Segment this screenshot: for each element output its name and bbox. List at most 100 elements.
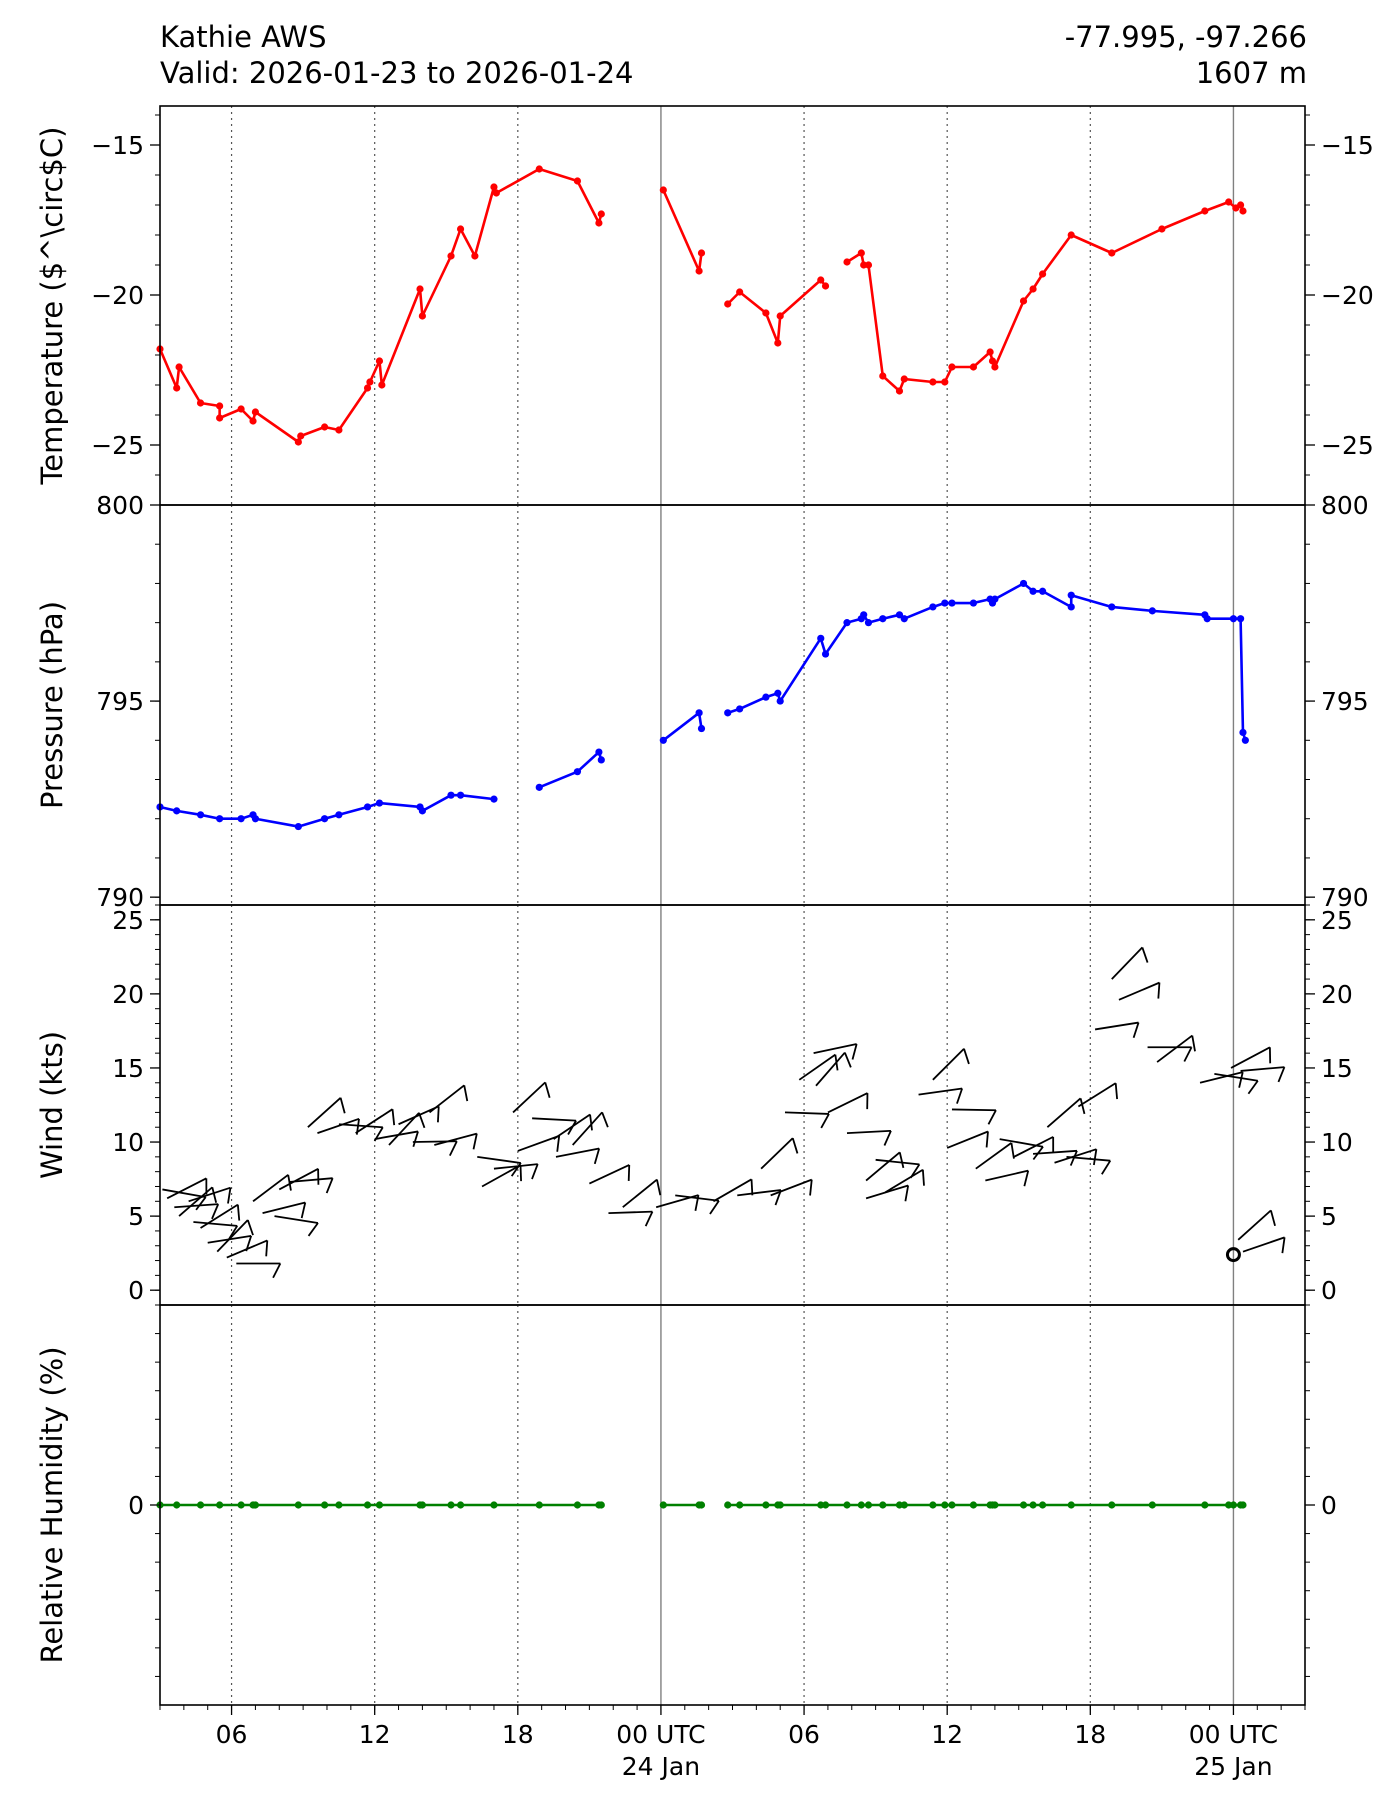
y-tick-label: 795 [96,687,144,716]
data-point [378,381,386,389]
data-point [573,1501,582,1509]
y-tick-label: 0 [1321,1276,1337,1305]
data-point [864,1501,873,1509]
wind-barb [1013,1136,1055,1158]
y-tick-label: −15 [1321,131,1374,160]
data-point [991,595,999,603]
x-tick-label: 18 [1074,1720,1106,1749]
data-point [948,1501,956,1509]
x-tick-label-date: 24 Jan [622,1752,700,1781]
data-point [216,414,224,422]
wind-barb [288,1177,334,1194]
wind-barb [1237,1209,1276,1241]
data-point [573,768,582,776]
wind-barb [274,1215,319,1237]
data-point [724,1501,732,1509]
data-point [251,1501,260,1509]
data-point [1108,249,1116,257]
data-point [1029,587,1037,595]
data-point [1108,1501,1116,1509]
y-tick-label: −25 [1321,431,1374,460]
x-tick-label: 00 UTC [1189,1720,1278,1749]
wind-barb [588,1164,631,1185]
y-axis-label: Pressure (hPa) [35,601,69,809]
panel-wind: 0 0 5 5 10 10 15 15 20 20 25 25 Wind (kts) [35,904,1353,1306]
wind-barb [572,1111,609,1146]
wind-barb [946,1130,989,1149]
wind-barb [1066,1155,1112,1175]
data-point [1148,607,1156,615]
data-point [762,1501,770,1509]
data-point [1203,615,1211,623]
data-point [447,791,455,799]
series-line [727,582,1247,741]
y-tick-label: −20 [91,281,144,310]
data-point [1067,231,1075,239]
data-point [879,1501,887,1509]
data-point [456,225,465,233]
data-point [173,807,181,815]
wind-barb [178,1186,218,1217]
data-point [173,1501,181,1509]
wind-barb [1094,1021,1140,1039]
wind-barb [608,1210,654,1227]
series-line [726,278,827,345]
data-point [196,811,205,819]
y-tick-label: 5 [128,1202,144,1231]
data-point [251,408,260,416]
data-point [216,1501,224,1509]
data-point [573,177,582,185]
data-point [697,1501,706,1509]
series-line [662,189,703,273]
data-point [490,183,498,191]
data-point [1201,1501,1209,1509]
wind-barb [675,1194,720,1215]
data-point [774,689,782,697]
data-point [948,599,956,607]
data-point [251,815,260,823]
data-point [991,363,999,371]
x-tick-label: 06 [216,1720,248,1749]
wind-barb [493,1163,539,1180]
data-point [1236,615,1245,623]
station-coordinates: -77.995, -97.266 [1064,20,1307,54]
wind-barb [985,1169,1030,1187]
data-point [821,282,830,290]
data-point [1039,587,1047,595]
data-point [1229,1501,1238,1509]
y-tick-label: 800 [1321,491,1369,520]
wind-barb [770,1178,813,1197]
wind-barb [1242,1236,1286,1254]
wind-barb [216,1219,254,1253]
data-point [929,1501,937,1509]
wind-barb [162,1188,207,1211]
data-point [969,363,978,371]
wind-barb [865,1184,910,1202]
wind-barb [760,1137,799,1170]
y-axis-label: Wind (kts) [35,1031,69,1179]
wind-barb [555,1147,601,1165]
y-tick-label: 0 [128,1491,144,1520]
data-point [843,619,851,627]
wind-barb [865,1151,905,1182]
data-point [857,249,865,257]
wind-barb [846,1129,892,1146]
data-point [216,815,224,823]
wind-barb [553,1113,593,1140]
data-point [941,599,949,607]
wind-barb [1118,981,1161,1001]
data-point [375,799,384,807]
data-point [1236,201,1245,209]
data-point [1241,736,1249,744]
wind-barb [532,1117,577,1135]
wind-barb [1054,1148,1098,1166]
x-tick-label: 00 UTC [616,1720,705,1749]
data-point [843,258,851,266]
wind-barb [884,1168,925,1194]
wind-barb [951,1108,997,1125]
wind-barb [428,1084,469,1114]
data-point [736,288,744,296]
data-point [1108,603,1116,611]
data-point [929,378,937,386]
